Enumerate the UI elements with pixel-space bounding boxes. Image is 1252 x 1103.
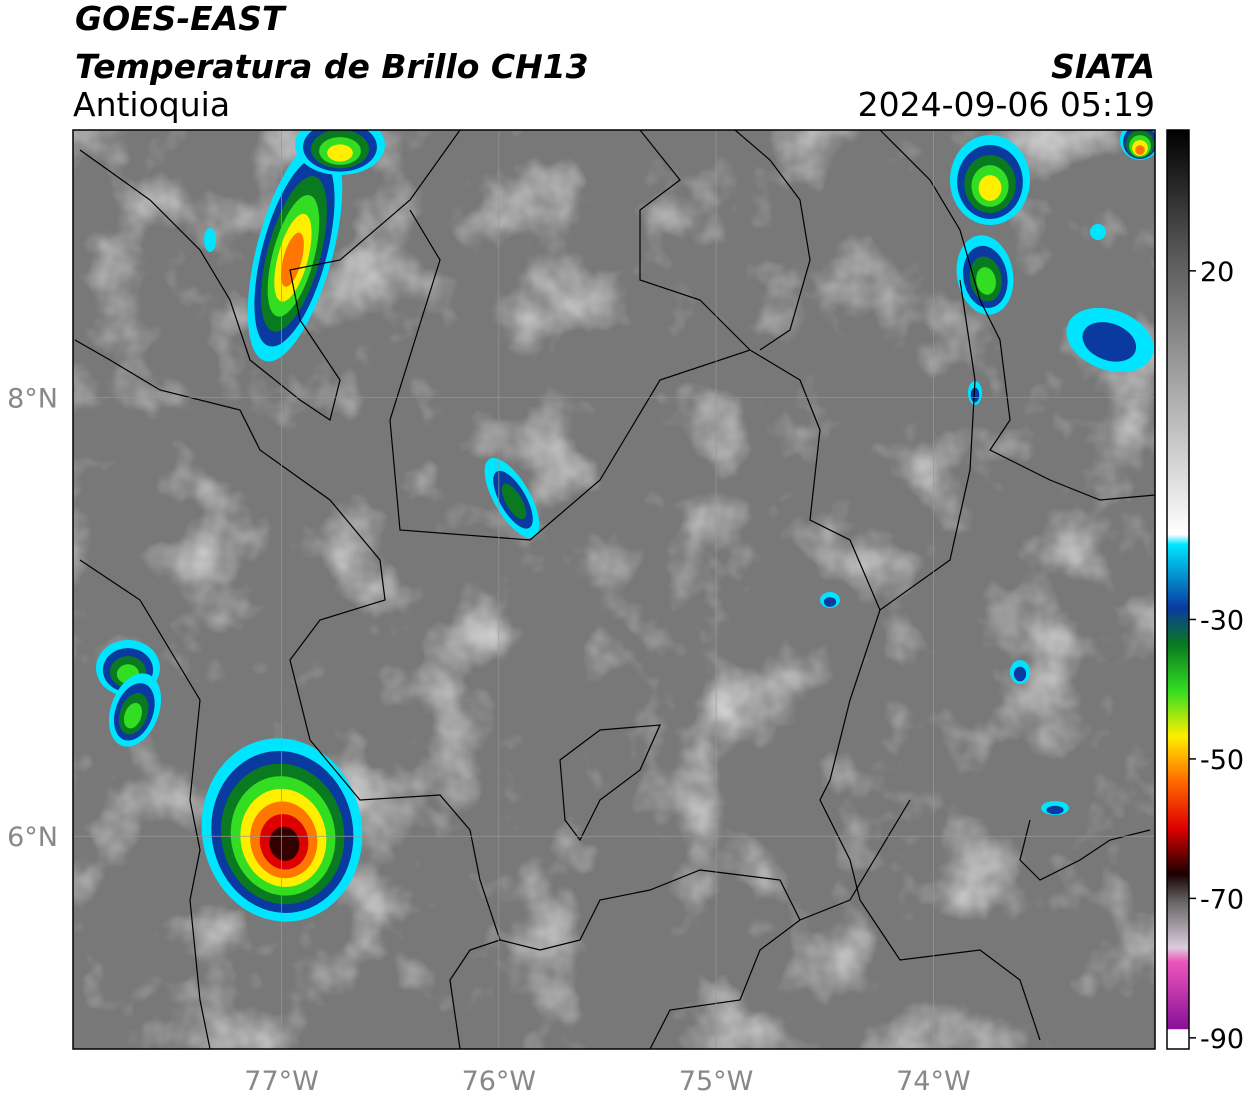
cell-layer	[280, 232, 304, 287]
x-tick-label: 76°W	[462, 1066, 537, 1097]
cell-layer	[1013, 666, 1027, 682]
x-tick-label: 74°W	[896, 1066, 971, 1097]
datetime: 2024-09-06 05:19	[858, 85, 1155, 124]
cell-layer	[1135, 145, 1145, 155]
source: SIATA	[1051, 47, 1155, 86]
colorbar-tick-label: 20	[1200, 257, 1234, 288]
cell-layer	[1046, 805, 1064, 815]
title: GOES-EAST	[75, 0, 287, 38]
x-tick-label: 77°W	[244, 1066, 319, 1097]
colorbar	[1166, 129, 1190, 1050]
cell-layer	[970, 387, 980, 403]
cell-layer	[501, 483, 527, 520]
convective-cells	[96, 130, 1155, 922]
cell-layer	[978, 175, 1002, 201]
cell-layer	[1082, 322, 1137, 362]
graticule	[73, 130, 1155, 1049]
region: Antioquia	[73, 85, 230, 124]
colorbar-tick-label: -30	[1200, 605, 1244, 636]
cell-layer	[269, 826, 300, 861]
y-tick-label: 6°N	[7, 822, 58, 853]
colorbar-tick-label: -50	[1200, 745, 1244, 776]
cell-layer	[327, 144, 353, 162]
cell-layer	[823, 597, 837, 607]
subtitle: Temperatura de Brillo CH13	[75, 47, 589, 86]
ticks: 77°W 76°W 75°W 74°W 8°N 6°N 20 -30 -50 -70 -90	[7, 257, 1244, 1097]
cell-layer	[1090, 224, 1106, 240]
cell-layer	[204, 228, 216, 252]
y-tick-label: 8°N	[7, 384, 58, 415]
borders	[74, 130, 1155, 1049]
map-frame	[72, 129, 1156, 1050]
colorbar-tick-label: -90	[1200, 1024, 1244, 1055]
map-area	[73, 130, 1155, 1049]
cell-layer	[976, 267, 996, 295]
cell-layer	[123, 702, 143, 729]
colorbar-tick-label: -70	[1200, 884, 1244, 915]
x-tick-label: 75°W	[679, 1066, 754, 1097]
